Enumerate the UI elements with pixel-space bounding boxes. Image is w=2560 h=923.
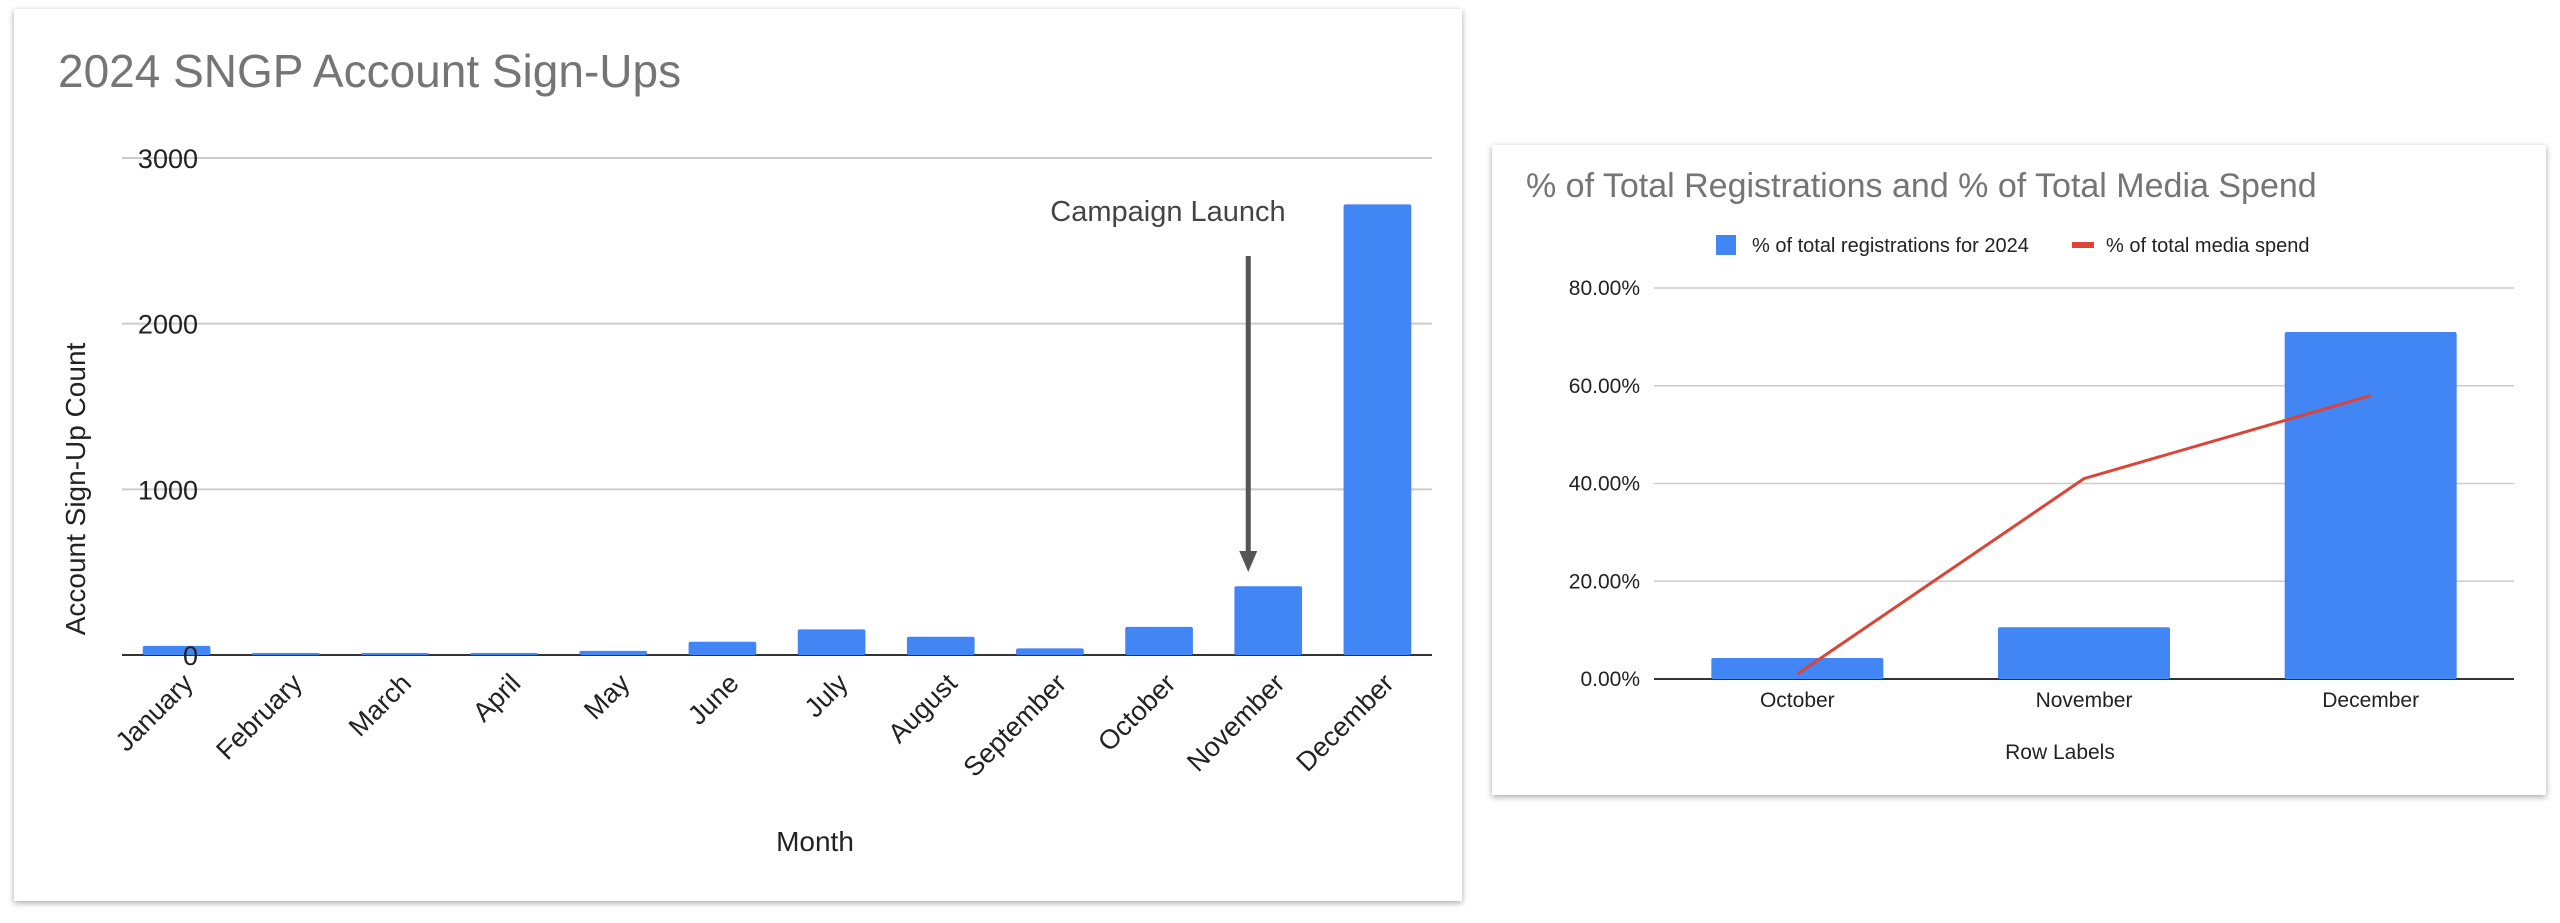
bar-october (1125, 626, 1193, 655)
bar-december (2284, 331, 2457, 679)
campaign-launch-annotation: Campaign Launch (1050, 196, 1286, 572)
y-tick-label: 3000 (138, 144, 198, 174)
x-tick-label: July (799, 668, 855, 724)
x-tick-label: November (2036, 689, 2133, 712)
bar-april (470, 653, 538, 655)
x-tick-label: December (2322, 689, 2419, 712)
x-tick-label: October (1760, 689, 1835, 712)
legend-swatch-media-spend (2072, 242, 2094, 248)
legend-label-registrations: % of total registrations for 2024 (1752, 235, 2029, 257)
y-tick-label: 0 (183, 641, 198, 671)
x-tick-label: May (578, 668, 636, 726)
bar-november (1998, 627, 2170, 679)
y-tick-label: 20.00% (1569, 570, 1640, 593)
bar-october (1711, 657, 1884, 679)
y-tick-label: 2000 (138, 310, 198, 340)
bar-november (1234, 586, 1303, 655)
media-spend-line (1796, 394, 2372, 676)
legend: % of total registrations for 2024 % of t… (1716, 235, 2309, 257)
chart-title: % of Total Registrations and % of Total … (1526, 167, 2317, 205)
x-tick-label: February (210, 668, 308, 766)
x-tick-label: March (343, 668, 417, 742)
x-axis-label: Row Labels (2005, 741, 2115, 764)
bar-september (1016, 648, 1084, 655)
signups-chart: 2024 SNGP Account Sign-Ups 0 1000 2000 3000… (58, 45, 1432, 857)
x-tick-label: October (1092, 668, 1181, 757)
x-tick-label: September (958, 668, 1073, 783)
annotation-arrowhead (1239, 551, 1258, 572)
y-tick-label: 40.00% (1569, 473, 1640, 496)
y-tick-label: 1000 (138, 475, 198, 505)
bar-may (579, 650, 648, 655)
y-axis-label: Account Sign-Up Count (60, 342, 91, 635)
registrations-spend-chart: % of Total Registrations and % of Total … (1526, 167, 2514, 764)
bar-january (142, 645, 211, 655)
x-tick-label: June (682, 668, 745, 731)
x-tick-label: January (110, 668, 199, 757)
x-axis-label: Month (776, 826, 854, 857)
bar-february (251, 653, 320, 655)
y-tick-label: 0.00% (1580, 668, 1640, 691)
legend-swatch-registrations (1716, 235, 1736, 255)
x-tick-label: April (467, 668, 526, 727)
bar-december (1343, 204, 1412, 656)
x-tick-label: December (1290, 668, 1399, 777)
signups-chart-card: 2024 SNGP Account Sign-Ups 0 1000 2000 3000… (14, 9, 1462, 901)
y-tick-label: 60.00% (1569, 375, 1640, 398)
registrations-spend-chart-card: % of Total Registrations and % of Total … (1492, 145, 2546, 795)
bar-july (797, 629, 866, 655)
annotation-text: Campaign Launch (1050, 196, 1285, 228)
bar-march (361, 653, 429, 655)
y-tick-label: 80.00% (1569, 277, 1640, 300)
x-tick-label: November (1181, 668, 1290, 777)
legend-label-media-spend: % of total media spend (2106, 235, 2309, 257)
x-tick-label: August (882, 668, 963, 749)
chart-title: 2024 SNGP Account Sign-Ups (58, 45, 681, 97)
bar-june (688, 641, 757, 655)
bar-august (906, 636, 975, 655)
